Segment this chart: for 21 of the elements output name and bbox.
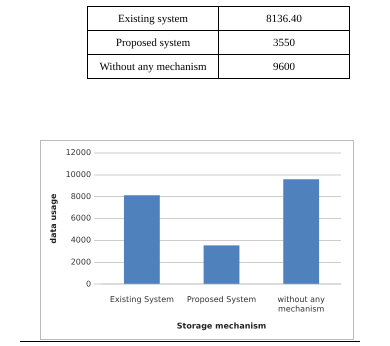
y-axis-title: data usage [48, 192, 58, 244]
x-tick-label: Proposed System [186, 295, 256, 304]
y-tick-label: 2000 [70, 257, 92, 266]
text: Existing system [88, 6, 218, 30]
y-tick-label: 0 [86, 279, 92, 288]
y-tick-label: 8000 [70, 192, 92, 201]
text: 8136.40 [218, 6, 350, 30]
y-tick-label: 12000 [66, 148, 92, 158]
bar [204, 245, 240, 284]
x-axis-title: Storage mechanism [176, 321, 266, 330]
text: Proposed system [88, 30, 218, 54]
y-tick-label: 6000 [70, 214, 92, 223]
x-tick-label: without any mechanism [278, 295, 326, 314]
y-tick-label: 10000 [66, 170, 92, 179]
bar [283, 179, 320, 284]
text: 3550 [218, 30, 350, 54]
bar [124, 195, 160, 284]
x-tick-label: Existing System [110, 295, 174, 304]
text: Without any mechanism [88, 54, 218, 78]
text: 9600 [218, 54, 350, 78]
y-tick-label: 4000 [70, 236, 92, 245]
